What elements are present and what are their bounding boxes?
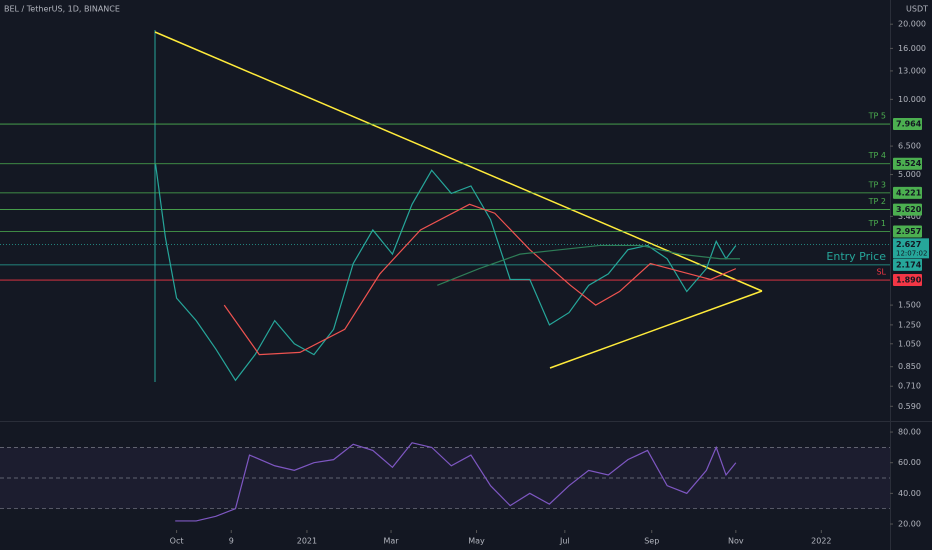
y-tick-label: 1.050 [898,339,921,348]
x-tick-label: Mar [383,537,399,546]
y-tick-label: 1.500 [898,301,921,310]
level-name: TP 4 [868,151,886,160]
x-tick-label: Nov [728,537,744,546]
level-label: 1.890 [896,276,922,285]
level-box [893,186,922,199]
last-price-box [893,238,929,259]
trendline-upper [154,31,763,292]
y-tick-label: 16.000 [898,44,926,53]
level-name: TP 1 [868,219,886,228]
y-tick-label: 13.000 [898,66,926,75]
x-tick-label: Sep [644,537,659,546]
series-line [223,203,737,356]
level-name: Entry Price [826,250,886,263]
level-label: 5.524 [896,159,922,168]
y-tick-label: 6.500 [898,142,921,151]
level-label: 2.174 [896,260,922,269]
last-price-label: 2.627 [896,240,921,249]
series-line [175,442,737,522]
y-tick-label: 5.000 [898,170,921,179]
x-tick-label: Oct [170,537,184,546]
level-label: 3.620 [896,205,922,214]
level-name: SL [876,268,886,277]
y-tick-label: 20.00 [898,520,921,529]
y-tick-label: 0.850 [898,362,921,371]
level-label: 4.221 [896,188,922,197]
level-box [893,157,922,170]
countdown-label: 12:07:02 [896,249,927,257]
x-tick-label: 2021 [297,537,317,546]
level-name: TP 5 [868,112,886,121]
level-box [893,274,922,287]
y-tick-label: 20.000 [898,20,926,29]
level-box [893,258,922,271]
y-tick-label: 0.710 [898,382,921,391]
x-tick-label: 9 [229,537,234,546]
y-tick-label: 80.00 [898,428,921,437]
series-line [154,164,737,382]
level-box [893,225,922,238]
unit-label: USDT [906,5,928,14]
chart-title: BEL / TetherUS, 1D, BINANCE [4,5,120,14]
level-label: 2.957 [896,227,921,236]
level-name: TP 2 [868,197,886,206]
level-label: 7.964 [896,120,922,129]
y-tick-label: 10.000 [898,95,926,104]
level-name: TP 3 [868,180,886,189]
trendline-lower [549,290,763,369]
y-tick-label: 40.00 [898,489,921,498]
level-box [893,203,922,216]
series-line [437,244,741,286]
x-tick-label: 2022 [811,537,831,546]
x-tick-label: Jul [559,537,570,546]
y-tick-label: 60.00 [898,458,921,467]
y-tick-label: 0.590 [898,402,921,411]
y-tick-label: 1.250 [898,320,921,329]
level-box [893,118,922,131]
x-tick-label: May [468,537,485,546]
y-tick-label: 3.400 [898,212,921,221]
